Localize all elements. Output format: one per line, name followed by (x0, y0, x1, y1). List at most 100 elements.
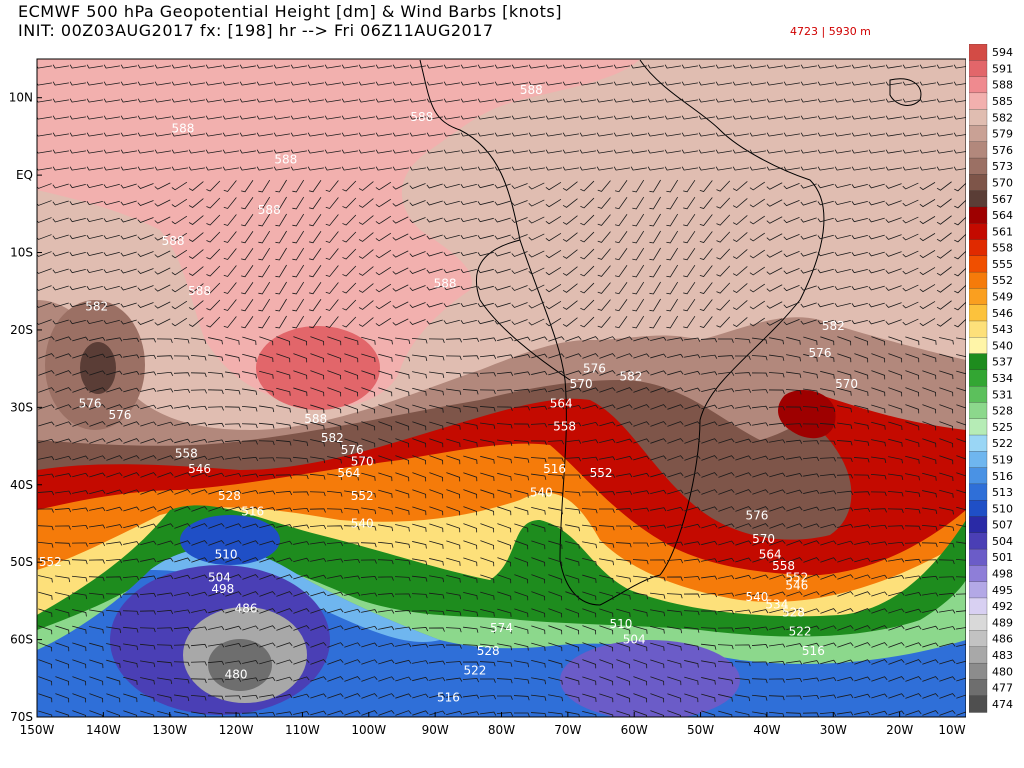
wind-barb (562, 81, 579, 86)
wind-barb (446, 421, 461, 430)
wind-barb (633, 421, 650, 427)
wind-barb (545, 300, 562, 310)
wind-barb (341, 64, 358, 69)
wind-barb (37, 508, 54, 513)
wind-barb (752, 574, 769, 580)
wind-barb (888, 558, 905, 563)
wind-barb (871, 642, 888, 648)
wind-barb (531, 591, 546, 601)
wind-barb (614, 265, 628, 278)
wind-barb (361, 490, 376, 498)
wind-barb (443, 81, 460, 86)
contour-label: 558 (772, 559, 795, 573)
wind-barb (868, 217, 885, 223)
wind-barb (88, 541, 106, 547)
wind-barb (72, 609, 87, 617)
wind-barb (157, 421, 174, 427)
wind-barb (851, 234, 868, 240)
wind-barb (171, 149, 188, 154)
wind-barb (310, 710, 327, 716)
wind-barb (223, 299, 237, 311)
wind-barb (580, 282, 595, 294)
wind-barb (514, 523, 529, 533)
wind-barb (494, 132, 511, 137)
wind-barb (819, 423, 836, 429)
wind-barb (395, 693, 412, 699)
field-591 (256, 326, 380, 410)
colorbar-label: 540 (992, 339, 1013, 352)
wind-barb (123, 472, 140, 478)
wind-barb (820, 336, 835, 346)
wind-barb (137, 217, 154, 224)
wind-barb (256, 98, 273, 103)
wind-barb (239, 81, 256, 86)
wind-barb (443, 234, 460, 240)
wind-barb (783, 132, 800, 137)
wind-barb (154, 182, 171, 190)
colorbar-swatches (969, 44, 988, 713)
wind-barb (919, 115, 936, 120)
wind-barb (666, 179, 679, 193)
wind-barb (275, 474, 292, 479)
wind-barb (905, 438, 920, 448)
contour-label: 576 (809, 346, 832, 360)
wind-barb (86, 149, 103, 154)
contour-label: 546 (785, 578, 808, 592)
wind-barb (616, 676, 631, 686)
wind-barb (514, 608, 529, 618)
wind-barb (599, 456, 616, 461)
wind-barb (157, 388, 174, 393)
wind-barb (477, 81, 494, 86)
wind-barb (650, 507, 667, 512)
wind-barb (905, 473, 920, 481)
wind-barb (241, 231, 254, 244)
wind-barb (667, 524, 684, 529)
wind-barb (885, 268, 902, 274)
wind-barb (800, 302, 817, 308)
wind-barb (443, 302, 460, 308)
wind-barb (565, 676, 580, 685)
wind-barb (358, 166, 375, 171)
wind-barb (411, 627, 429, 632)
wind-barb (222, 166, 239, 171)
wind-barb (171, 300, 188, 310)
wind-barb (939, 693, 956, 699)
wind-barb (922, 336, 937, 345)
wind-barb (190, 678, 207, 684)
wind-barb (191, 591, 208, 597)
wind-barb (480, 439, 495, 447)
wind-barb (174, 405, 191, 410)
wind-barb (156, 609, 174, 615)
wind-barb (156, 355, 173, 360)
wind-barb (190, 643, 208, 649)
wind-barb (324, 64, 341, 69)
wind-barb (579, 98, 596, 103)
wind-barb (513, 440, 530, 446)
wind-barb (69, 251, 86, 257)
colorbar-label: 546 (992, 307, 1013, 320)
wind-barb (599, 710, 614, 717)
wind-barb (122, 626, 139, 633)
wind-barb (649, 559, 666, 564)
wind-barb (106, 455, 123, 461)
wind-barb (38, 336, 55, 342)
y-tick-label: EQ (16, 168, 33, 182)
colorbar-swatch (969, 190, 988, 208)
wind-barb (633, 592, 649, 600)
wind-barb (698, 132, 715, 137)
wind-barb (785, 712, 802, 717)
colorbar-label: 480 (992, 665, 1013, 678)
wind-barb (871, 574, 888, 580)
wind-barb (650, 455, 667, 461)
wind-barb (293, 524, 310, 529)
wind-barb (55, 336, 72, 342)
wind-barb (803, 591, 820, 597)
wind-barb (157, 489, 174, 495)
wind-barb (633, 353, 650, 359)
wind-barb (326, 490, 343, 497)
wind-barb (768, 678, 785, 683)
wind-barb (140, 523, 157, 529)
wind-barb (344, 575, 361, 580)
wind-barb (938, 592, 956, 598)
wind-barb (171, 81, 188, 86)
